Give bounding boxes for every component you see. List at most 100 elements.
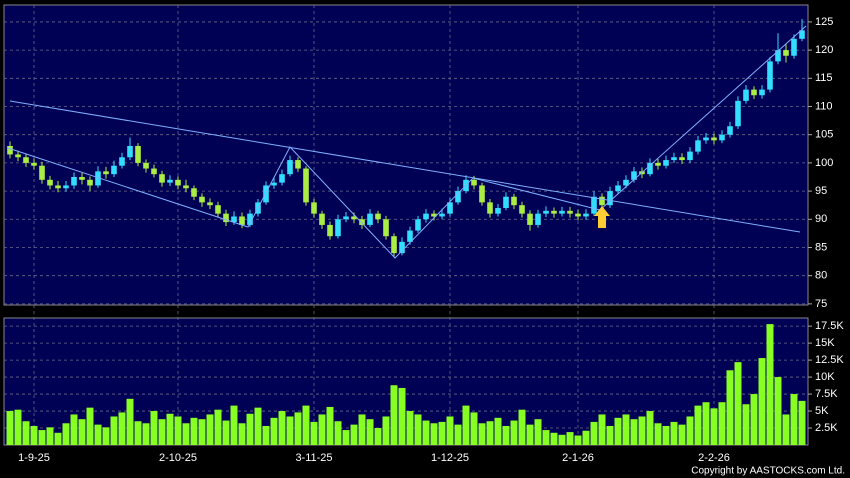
candle-body [663,160,669,166]
volume-bar [406,411,414,445]
candle-body [23,157,29,163]
volume-bar [662,425,670,445]
candle-body [599,196,605,206]
volume-bar [278,411,286,445]
candle-body [271,182,277,186]
volume-bar [214,409,222,445]
volume-bar [158,419,166,445]
volume-bar [166,413,174,445]
volume-bar [558,434,566,445]
candle-body [143,162,149,169]
candle-body [415,219,421,231]
candle-body [455,191,461,203]
volume-bar [230,405,238,445]
candle-body [47,179,53,186]
volume-bar [526,424,534,445]
marks [6,19,806,445]
volume-bar [710,408,718,445]
candle-body [311,202,317,214]
candle-body [527,213,533,225]
candle-body [791,38,797,56]
candle-body [167,179,173,183]
volume-bar [70,414,78,445]
candle-body [215,205,221,214]
volume-bar [590,421,598,445]
y-tick-label: 90 [815,213,827,225]
candle-body [767,61,773,90]
candle-body [567,210,573,214]
volume-bar [758,358,766,445]
y-tick-label: 120 [815,44,833,56]
volume-bar [6,411,14,445]
volume-bar [366,419,374,445]
candle-body [631,171,637,180]
volume-bar [566,432,574,445]
candle-body [175,179,181,186]
y-tick-label: 17.5K [815,320,844,332]
volume-bar [438,421,446,445]
volume-bar [766,324,774,445]
volume-bar [582,430,590,445]
volume-bar [398,387,406,445]
candle-body [31,162,37,166]
volume-bar [270,417,278,445]
y-tick-label: 115 [815,72,833,84]
candle-body [447,202,453,214]
volume-bar [46,427,54,445]
volume-bar [622,414,630,445]
candle-body [735,100,741,127]
volume-bar [734,362,742,445]
x-tick-label: 2-10-25 [159,452,197,464]
volume-bar [630,419,638,445]
volume-bar [774,377,782,445]
candle-body [191,188,197,197]
volume-bar [470,412,478,445]
volume-bar [486,421,494,445]
y-tick-label: 7.5K [815,388,838,400]
candle-body [279,174,285,183]
volume-bar [94,424,102,445]
candle-body [607,191,613,206]
volume-bar [342,430,350,445]
candle-body [495,208,501,214]
candle-body [375,213,381,220]
candle-body [367,213,373,225]
candle-body [575,213,581,217]
candle-body [39,165,45,180]
volume-bar [598,414,606,445]
volume-bar [382,416,390,445]
volume-bar [654,423,662,445]
volume-bar [670,421,678,445]
volume-bar [782,414,790,445]
candle-body [335,219,341,237]
x-tick-label: 2-1-26 [562,452,594,464]
volume-bar [454,424,462,445]
y-tick-label: 2.5K [815,422,838,434]
volume-bar [310,421,318,445]
candle-body [487,202,493,214]
candle-body [287,160,293,175]
candle-body [695,140,701,152]
volume-bar [350,424,358,445]
candle-body [119,157,125,166]
volume-bar [518,409,526,445]
candle-body [351,216,357,220]
candle-body [647,162,653,175]
volume-bar [246,413,254,445]
candle-body [439,213,445,217]
candle-body [383,219,389,237]
volume-bar [462,405,470,445]
candle-body [743,89,749,101]
grid [4,5,812,445]
x-tick-label: 3-11-25 [295,452,332,464]
candle-body [135,145,141,163]
candle-body [263,185,269,203]
volume-bar [726,370,734,445]
candle-body [223,213,229,223]
candle-body [7,145,13,155]
volume-bar [334,421,342,445]
volume-bar [38,430,46,445]
volume-bar [86,407,94,445]
volume-bar [222,420,230,445]
candle-body [583,213,589,217]
